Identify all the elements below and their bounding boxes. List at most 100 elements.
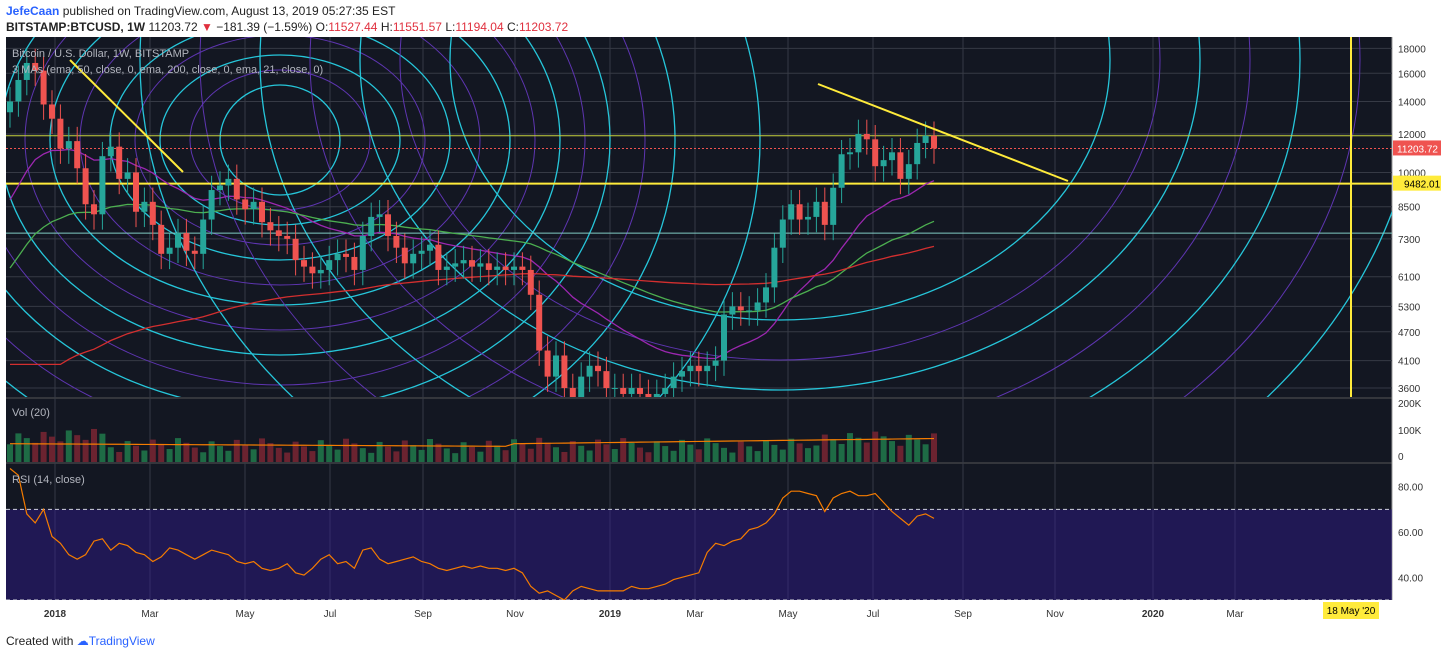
volume-bar — [586, 450, 593, 462]
circle-drawings — [6, 37, 1392, 397]
price-axis-tick: 14000 — [1398, 97, 1426, 108]
candle — [553, 355, 559, 377]
open-label: O: — [315, 20, 329, 34]
low-label: L: — [445, 20, 456, 34]
volume-bar — [855, 437, 862, 462]
candle — [830, 187, 837, 225]
volume-bar — [729, 452, 736, 462]
candle — [133, 172, 139, 212]
volume-bar — [872, 431, 879, 462]
circle-ring — [6, 37, 611, 397]
candle — [376, 214, 383, 217]
volume-bar — [662, 446, 669, 462]
volume-bar — [15, 433, 22, 462]
volume-bar — [838, 444, 845, 462]
candle — [813, 201, 820, 217]
candle — [763, 287, 769, 303]
volume-bar — [653, 441, 660, 462]
candle — [905, 164, 912, 179]
level-price-badge-text: 9482.01 — [1404, 180, 1441, 191]
tradingview-brand[interactable]: TradingView — [88, 634, 155, 648]
volume-bar — [334, 449, 341, 462]
candle — [653, 393, 660, 397]
candle — [49, 104, 55, 119]
volume-bar — [485, 440, 492, 462]
volume-bar — [578, 445, 585, 462]
author-name[interactable]: JefeCaan — [6, 4, 60, 18]
volume-bar — [721, 447, 727, 462]
volume-bar — [7, 444, 13, 462]
candle — [754, 302, 761, 311]
close-value: 11203.72 — [518, 20, 569, 34]
candle — [704, 365, 711, 372]
rsi-pane — [6, 468, 1392, 601]
volume-bar — [611, 449, 618, 462]
volume-bar — [830, 439, 837, 462]
candle — [74, 141, 81, 169]
volume-bar — [687, 444, 694, 462]
candle — [427, 244, 433, 251]
volume-bar — [905, 434, 912, 462]
volume-bar — [620, 438, 627, 462]
candle — [166, 247, 173, 254]
circle-ring — [139, 37, 1392, 397]
volume-bar — [544, 442, 551, 462]
date-badge — [1323, 602, 1379, 619]
candle — [443, 266, 450, 270]
candle — [334, 253, 341, 261]
volume-bar — [225, 450, 232, 462]
candle — [275, 230, 282, 236]
volume-bar — [99, 433, 106, 462]
circle-ring — [259, 37, 1301, 397]
candle — [7, 101, 13, 113]
volume-bar — [477, 451, 484, 462]
candle — [561, 355, 568, 389]
candle — [620, 388, 627, 394]
candle — [485, 263, 492, 270]
candle — [544, 350, 551, 377]
candle — [259, 201, 265, 223]
volume-bar — [191, 447, 198, 462]
candle — [527, 269, 534, 295]
candle — [855, 133, 862, 153]
volume-bar — [124, 441, 131, 462]
candle — [931, 135, 937, 149]
volume-bar — [754, 451, 761, 462]
volume-bar — [183, 442, 190, 462]
candle — [779, 219, 786, 248]
volume-bar — [284, 452, 291, 462]
rsi-line — [9, 468, 935, 601]
volume-pane-title: Vol (20) — [12, 407, 50, 419]
volume-bar — [309, 451, 316, 462]
volume-ma-line — [9, 437, 935, 447]
volume-bar — [175, 438, 181, 462]
candle — [15, 79, 22, 102]
volume-bar — [595, 439, 601, 462]
candle — [889, 152, 895, 161]
candle — [695, 365, 702, 372]
price-axis-tick: 10000 — [1398, 168, 1426, 179]
volume-bar — [813, 445, 820, 462]
volume-bar — [889, 441, 895, 462]
candle — [200, 219, 207, 254]
candle — [23, 62, 30, 80]
candle — [687, 365, 694, 372]
volume-bar — [763, 440, 769, 462]
time-axis-tick: Jul — [867, 609, 880, 620]
volume-bar — [326, 444, 333, 462]
candle — [721, 314, 727, 361]
time-axis-tick: Sep — [954, 609, 972, 620]
ma-indicator-label: 3 MAs (ema, 50, close, 0, ema, 200, clos… — [12, 64, 323, 76]
volume-pane — [7, 428, 937, 462]
candles — [7, 48, 937, 397]
candle — [208, 190, 215, 220]
candle — [452, 263, 459, 267]
candle — [460, 260, 467, 264]
candle — [729, 306, 736, 315]
volume-bar — [779, 449, 786, 462]
candle — [578, 376, 585, 397]
volume-bar — [443, 448, 450, 462]
price-pane — [6, 37, 1392, 397]
candle — [737, 306, 744, 311]
